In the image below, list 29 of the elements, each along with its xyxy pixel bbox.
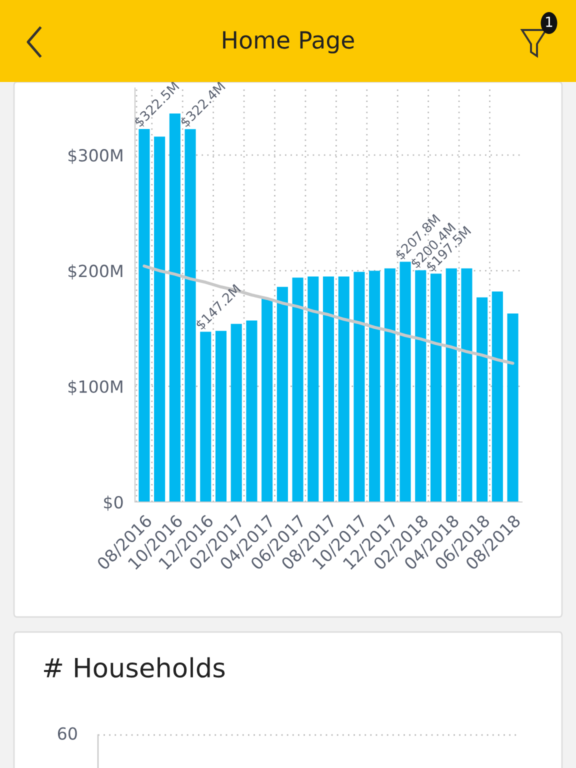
text: # Households <box>44 657 225 678</box>
text: 1 <box>546 16 552 27</box>
bar <box>476 297 488 502</box>
bar <box>322 276 334 502</box>
bar <box>400 262 411 502</box>
bar <box>184 129 196 502</box>
bar <box>430 274 442 502</box>
bar <box>384 268 396 502</box>
bar <box>338 276 350 502</box>
bar <box>138 129 150 502</box>
y-tick-label: $300M <box>68 148 122 164</box>
bar <box>246 320 258 502</box>
y-tick-label: $200M <box>68 264 122 280</box>
bar <box>154 136 166 502</box>
text: 60 <box>58 727 77 740</box>
text: Home Page <box>223 31 354 54</box>
bar <box>200 332 212 502</box>
bar <box>215 330 227 502</box>
bar <box>276 286 288 502</box>
bar <box>492 292 503 502</box>
y-tick-label: $0 <box>104 496 123 511</box>
bar <box>415 270 426 502</box>
bar <box>292 278 304 502</box>
y-tick-label: $100M <box>68 380 122 396</box>
bar <box>354 272 365 502</box>
bar <box>507 314 518 502</box>
bar <box>262 298 273 502</box>
bar <box>308 276 319 502</box>
bar <box>369 270 380 502</box>
